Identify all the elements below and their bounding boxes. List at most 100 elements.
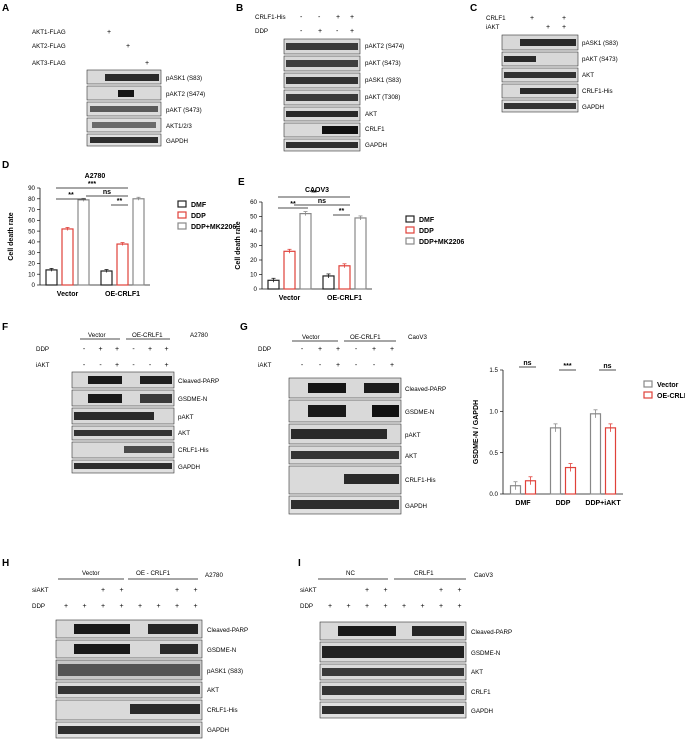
y-tick-label: 10 [28, 271, 35, 278]
chart-g: 0.0 0.5 1.0 1.5 GSDME-N / GAPDH DMF DDP DDP+iAK… [473, 360, 685, 507]
sign: - [355, 362, 358, 369]
sign: + [145, 60, 149, 67]
sign: + [372, 346, 376, 353]
sign: - [301, 362, 304, 369]
chart-e: CAOV3 0 10 20 30 40 50 60 Cell death rate Vector O… [235, 187, 464, 302]
blot-label: pASK1 (S83) [166, 75, 202, 82]
panel-e: E CAOV3 0 10 20 30 40 50 60 Cell death rate Vecto… [235, 177, 464, 302]
bar [116, 243, 129, 286]
bar [338, 265, 351, 290]
y-tick-label: 30 [250, 243, 257, 250]
sign: + [107, 29, 111, 36]
sign: - [355, 346, 358, 353]
blot-band [286, 94, 358, 101]
blot-band [504, 103, 576, 109]
sign: + [148, 346, 152, 353]
blot-band [88, 376, 122, 384]
blot-band [308, 383, 346, 393]
sign: + [336, 346, 340, 353]
y-tick-label: 10 [250, 272, 257, 279]
sign: + [328, 603, 332, 610]
significance-label: ns [603, 363, 611, 370]
blot-label: pASK1 (S83) [582, 40, 618, 47]
sign-grid: + + + + + + + + + + + + [328, 587, 462, 610]
blot-band [118, 90, 134, 97]
sign: + [530, 15, 534, 22]
sign: + [193, 587, 197, 594]
bar [77, 199, 90, 286]
blot-label: AKT [405, 453, 417, 460]
y-tick-label: 20 [250, 257, 257, 264]
sign: + [457, 587, 461, 594]
panel-c-letter: C [470, 3, 477, 14]
sign: + [156, 603, 160, 610]
significance-label: ** [339, 208, 345, 215]
row-label-ddp: DDP [255, 28, 268, 35]
blot-band [322, 668, 464, 676]
y-tick-label: 1.0 [489, 409, 498, 416]
sign: + [346, 603, 350, 610]
sign: - [300, 28, 303, 35]
blot-band [140, 394, 172, 403]
blot-band [338, 626, 396, 636]
blot-band [291, 451, 399, 459]
y-tick-label: 0.0 [489, 491, 498, 498]
blot-label: GAPDH [207, 727, 229, 734]
panel-g: G Vector OE-CRLF1 CaoV3 DDP iAKT - + + - + +-… [240, 322, 685, 515]
sign: - [336, 28, 339, 35]
cell-line-label: CaoV3 [474, 572, 493, 579]
y-tick-label: 50 [250, 214, 257, 221]
blot-band [291, 429, 387, 439]
blot-band [291, 500, 399, 509]
blot-strips-h [55, 619, 203, 739]
panel-b: B CRLF1-His DDP - - + + - + - + pAKT2 (S… [236, 3, 404, 152]
row-label-crlf1: CRLF1 [486, 15, 506, 22]
blot-band [286, 77, 358, 84]
sign: - [83, 346, 86, 353]
blot-band [344, 474, 399, 484]
sign: + [115, 346, 119, 353]
legend-swatch [405, 237, 415, 245]
panel-f-letter: F [2, 322, 8, 333]
blot-band [520, 39, 576, 46]
bar [604, 427, 617, 495]
blot-band [286, 111, 358, 117]
panel-i-letter: I [298, 558, 301, 569]
sign: + [546, 24, 550, 31]
blot-label: AKT [178, 430, 190, 437]
blot-band [322, 646, 464, 658]
group-label: Vector [88, 332, 106, 339]
legend-label: DMF [419, 217, 435, 224]
row-label-ddp: DDP [32, 603, 45, 610]
row-label-crlf1-his: CRLF1-His [255, 14, 286, 21]
sign: + [562, 15, 566, 22]
sign-grid: - + + - + + - - + - - + [301, 346, 394, 369]
blot-band [105, 74, 159, 81]
blot-band [504, 72, 576, 78]
blot-label: AKT [207, 687, 219, 694]
bar [549, 427, 562, 495]
blot-label: pASK1 (S83) [365, 77, 401, 84]
blot-label: Cleaved-PARP [471, 629, 512, 636]
blot-label: AKT [582, 72, 594, 79]
row-label-iakt: iAKT [258, 362, 272, 369]
blot-band [504, 56, 536, 62]
y-tick-label: 60 [250, 199, 257, 206]
sign: - [318, 14, 321, 21]
blot-label: GAPDH [178, 464, 200, 471]
sign: + [126, 43, 130, 50]
blot-band [74, 430, 172, 436]
blot-strips-b [283, 38, 361, 152]
blot-label: AKT [471, 669, 483, 676]
sign: + [365, 587, 369, 594]
blot-band [286, 142, 358, 148]
cell-line-label: A2780 [190, 332, 208, 339]
group-label: CRLF1 [414, 570, 434, 577]
panel-g-letter: G [240, 322, 248, 333]
sign: + [350, 14, 354, 21]
blot-label: pASK1 (S83) [207, 668, 243, 675]
legend-swatch [405, 226, 415, 234]
sign: - [300, 14, 303, 21]
legend-swatch [405, 215, 415, 223]
blot-label: GAPDH [365, 142, 387, 149]
